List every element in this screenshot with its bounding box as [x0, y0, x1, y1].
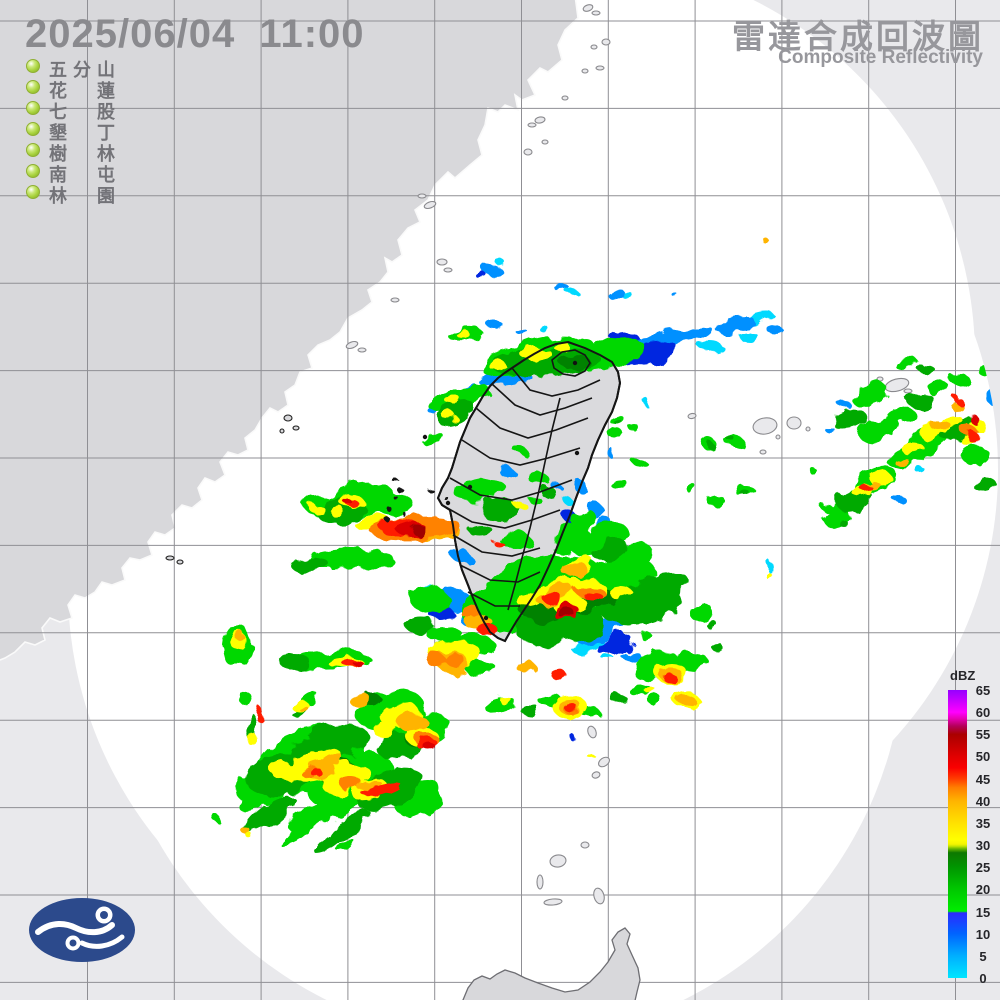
- station-name-char: 五: [49, 60, 67, 80]
- station-row-南屯: 南屯: [22, 161, 142, 185]
- station-row-墾丁: 墾丁: [22, 119, 142, 143]
- station-name-char: 樹: [49, 144, 67, 164]
- cwb-logo-wave-tail: [79, 934, 125, 949]
- dbz-tick-50: 50: [975, 749, 991, 765]
- station-row-花蓮: 花蓮: [22, 77, 142, 101]
- dbz-color-scale: dBZ 65 60 55 50 45 40 35 30 25 20 15 10 5 0: [946, 668, 998, 986]
- station-row-樹林: 樹林: [22, 140, 142, 164]
- luzon-coastline: [462, 927, 641, 1000]
- station-row-林園: 林園: [22, 182, 142, 206]
- page-subtitle: Composite Reflectivity: [778, 47, 983, 68]
- city-dots: [422, 360, 580, 621]
- station-status-dot: [26, 122, 40, 136]
- observation-timestamp: 2025/06/04 11:00: [25, 12, 365, 56]
- station-name-char: 七: [49, 102, 67, 122]
- station-name-char: 丁: [97, 123, 115, 143]
- offshore-islands: [165, 4, 913, 906]
- dbz-tick-0: 0: [979, 971, 987, 986]
- station-name-char: 園: [97, 186, 115, 206]
- dbz-tick-40: 40: [975, 793, 991, 809]
- station-name-char: 山: [97, 60, 115, 80]
- station-status-dot: [26, 80, 40, 94]
- dbz-tick-35: 35: [975, 815, 991, 831]
- taiwan-coast-outline: [436, 340, 622, 643]
- station-name-char: 股: [97, 102, 115, 122]
- dbz-unit-label: dBZ: [950, 668, 976, 683]
- echo-55-60-maroon: [412, 527, 574, 619]
- station-name-char: 南: [49, 165, 67, 185]
- cwb-logo-curl-bottom-hole: [69, 939, 77, 947]
- dbz-tick-5: 5: [979, 948, 987, 964]
- station-name-char: 墾: [49, 123, 67, 143]
- dbz-tick-65: 65: [975, 683, 991, 698]
- dbz-tick-60: 60: [975, 705, 991, 721]
- cwb-logo: [29, 898, 135, 962]
- station-status-dot: [26, 185, 40, 199]
- dbz-tick-20: 20: [975, 882, 991, 898]
- dbz-tick-55: 55: [975, 727, 991, 743]
- cwb-logo-wave-icon: [35, 921, 115, 936]
- station-row-七股: 七股: [22, 98, 142, 122]
- county-boundaries: [441, 349, 601, 611]
- station-name-char: 林: [97, 144, 115, 164]
- china-coastline: [0, 0, 579, 661]
- terrain-black-speckle: [386, 478, 450, 523]
- station-name-char: 分: [73, 60, 91, 80]
- station-name-char: 屯: [97, 165, 115, 185]
- echo-45-50-red: [259, 397, 978, 798]
- station-name-char: 花: [49, 81, 67, 101]
- station-name-char: 蓮: [97, 81, 115, 101]
- station-status-dot: [26, 164, 40, 178]
- dbz-tick-25: 25: [975, 860, 991, 876]
- dbz-tick-10: 10: [975, 926, 991, 942]
- dbz-gradient-bar: [948, 690, 967, 978]
- cwb-logo-curl-top-hole: [100, 911, 108, 919]
- station-row-五分山: 五分山: [22, 56, 142, 80]
- station-status-dot: [26, 143, 40, 157]
- station-status-dot: [26, 59, 40, 73]
- dbz-tick-30: 30: [975, 838, 991, 854]
- page-title: 雷達合成回波圖: [732, 18, 984, 55]
- dbz-tick-15: 15: [975, 904, 991, 920]
- station-name-char: 林: [49, 186, 67, 206]
- station-status-dot: [26, 101, 40, 115]
- dbz-tick-45: 45: [975, 771, 991, 787]
- radar-station-list: 五分山花蓮七股墾丁樹林南屯林園: [22, 56, 142, 206]
